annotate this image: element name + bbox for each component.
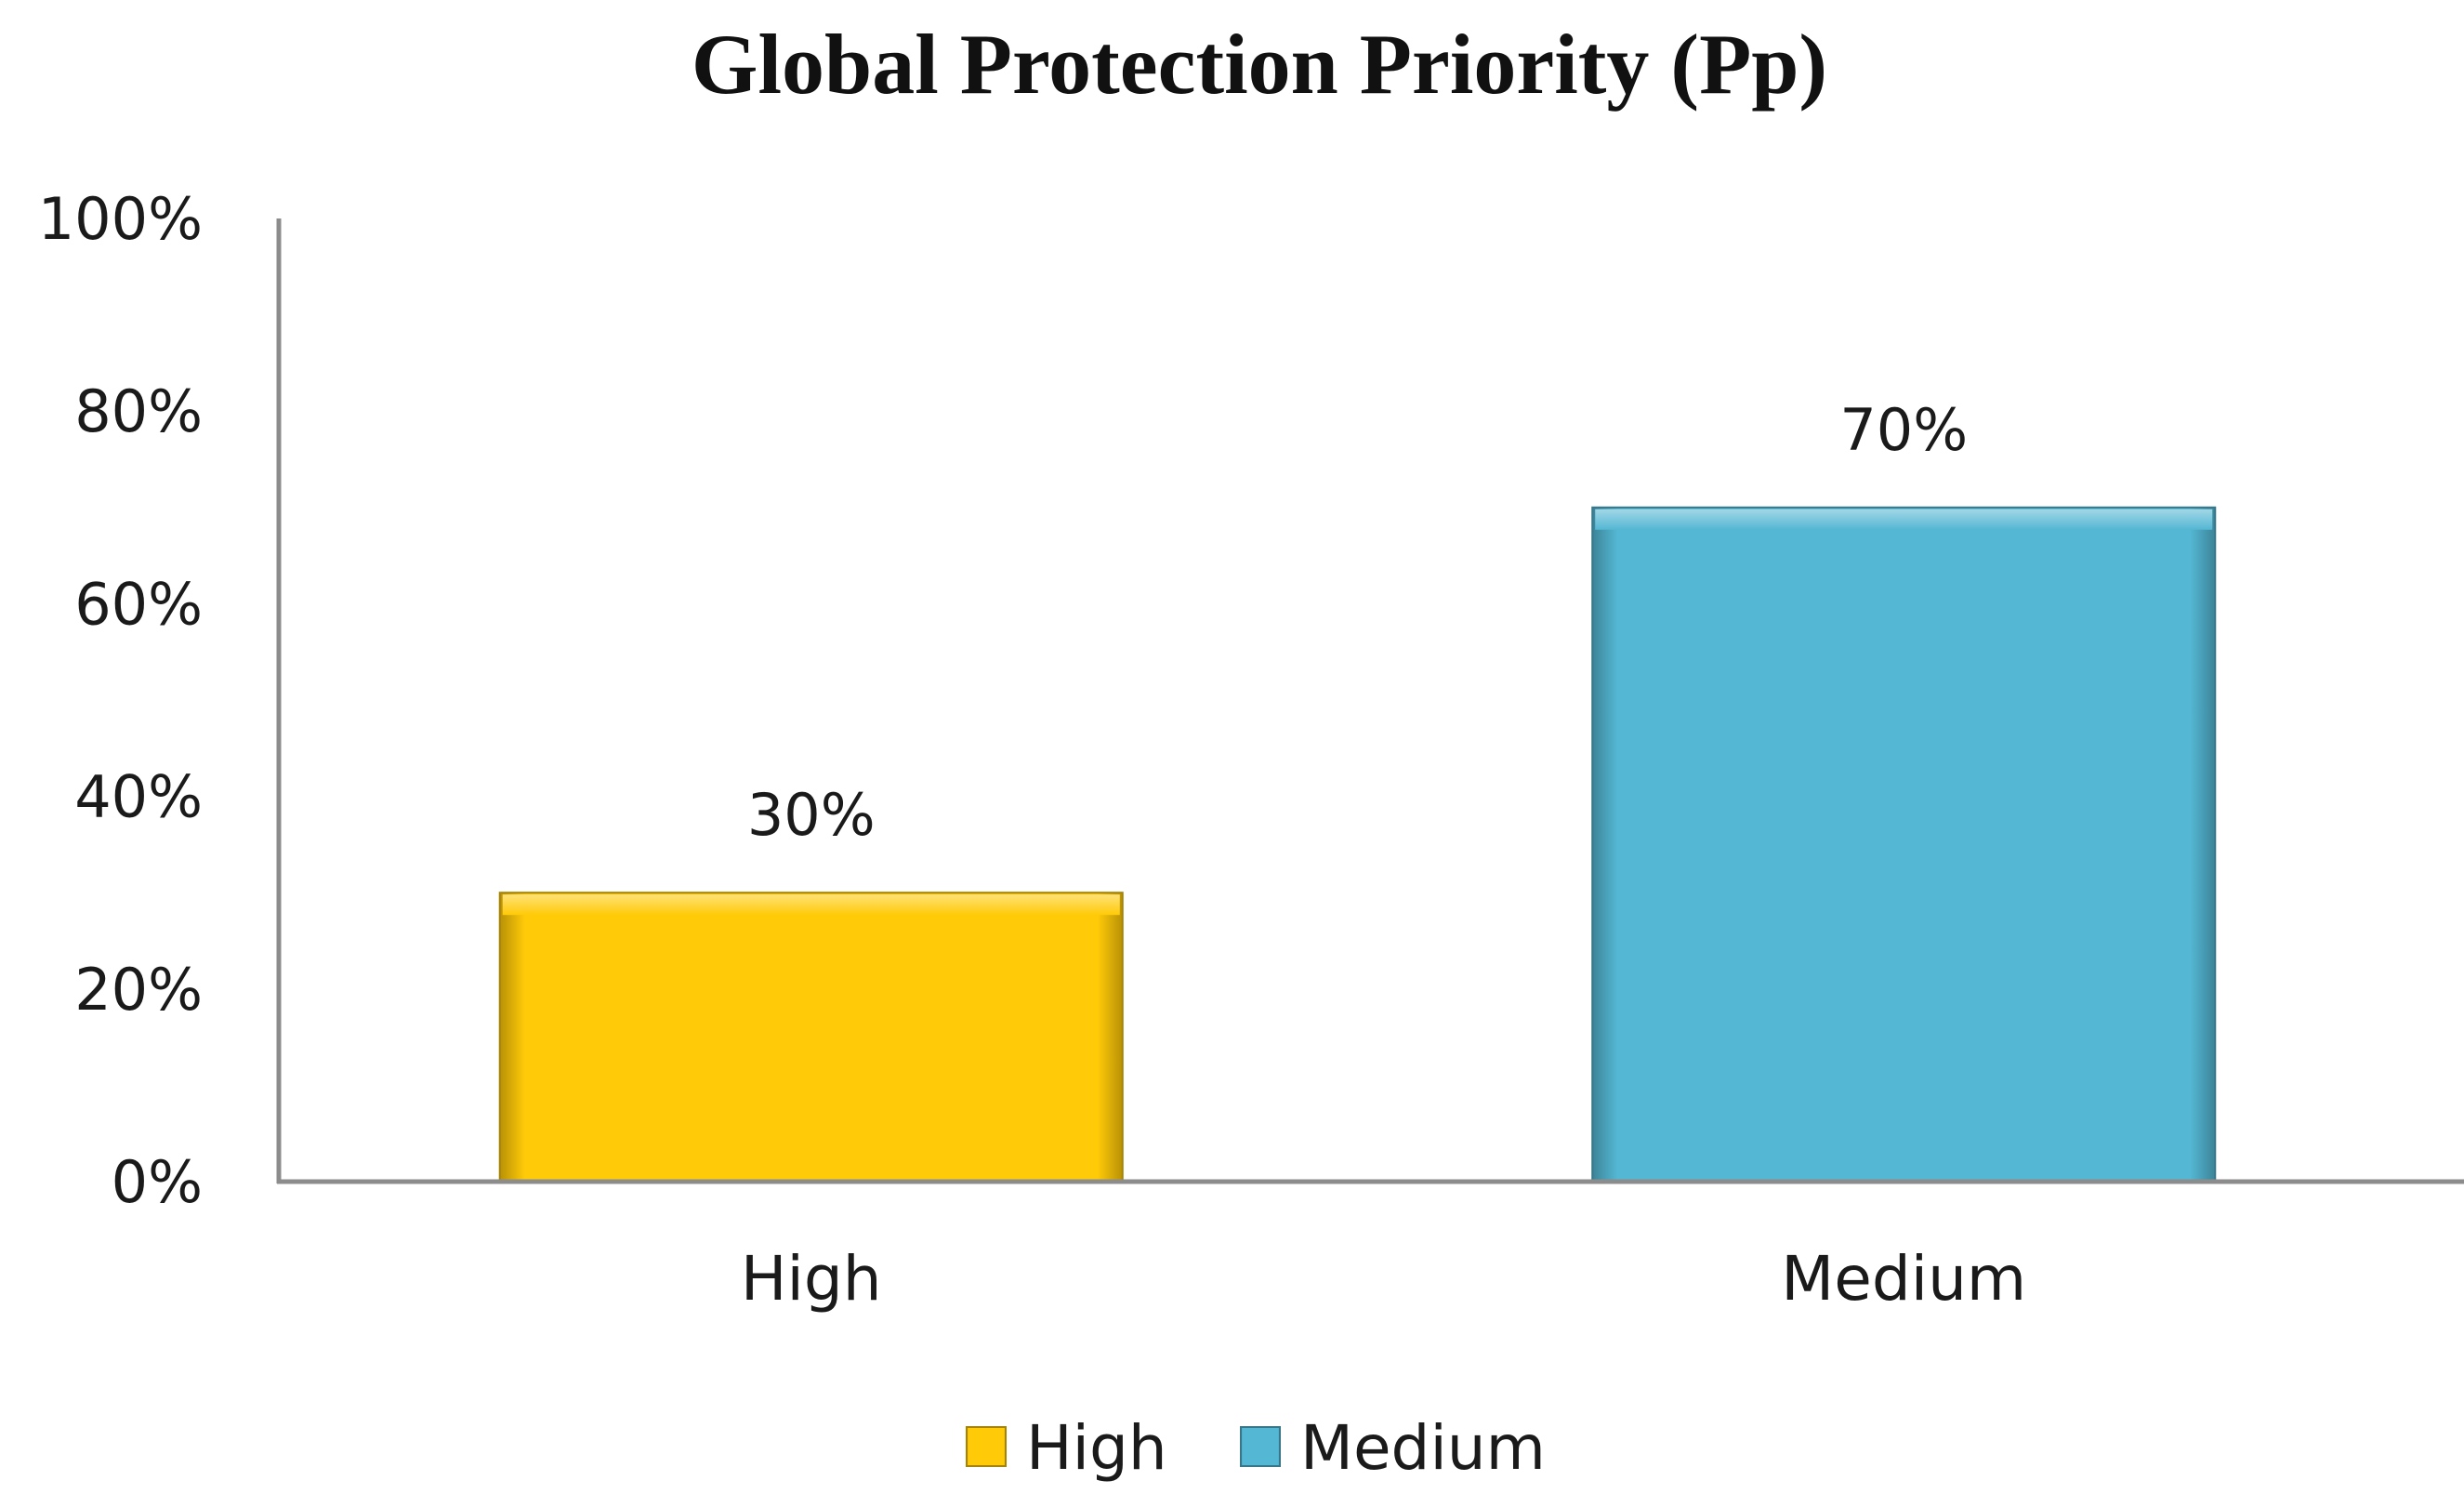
y-tick-label: 40%	[74, 763, 203, 831]
bar-body	[498, 892, 1124, 1183]
y-tick-label: 100%	[38, 185, 203, 253]
legend-label: High	[1026, 1412, 1167, 1484]
chart-title: Global Protection Priority (Pp)	[692, 17, 1827, 112]
y-axis-ticks: 0% 20% 40% 60% 80% 100%	[38, 185, 203, 1216]
y-tick-label: 20%	[74, 956, 203, 1024]
y-tick-label: 60%	[74, 570, 203, 638]
bars-group	[498, 506, 2217, 1183]
bar-body	[1591, 506, 2217, 1183]
x-tick-label: High	[741, 1243, 882, 1315]
legend: High Medium	[966, 1412, 1546, 1484]
x-tick-label: Medium	[1781, 1243, 2026, 1315]
data-label: 70%	[1839, 396, 1968, 464]
legend-swatch	[966, 1426, 1007, 1467]
data-labels-group: 30% 70%	[747, 396, 1968, 849]
legend-item: Medium	[1240, 1412, 1546, 1484]
data-label: 30%	[747, 781, 876, 849]
bar-bevel	[1595, 509, 2213, 530]
y-tick-label: 0%	[112, 1148, 203, 1216]
legend-label: Medium	[1300, 1412, 1546, 1484]
legend-item: High	[966, 1412, 1167, 1484]
legend-swatch	[1240, 1426, 1281, 1467]
bar-medium	[1591, 506, 2217, 1183]
bar-bevel	[502, 894, 1120, 916]
bar-high	[498, 892, 1124, 1183]
y-tick-label: 80%	[74, 377, 203, 445]
x-axis-labels: High Medium	[741, 1243, 2026, 1315]
